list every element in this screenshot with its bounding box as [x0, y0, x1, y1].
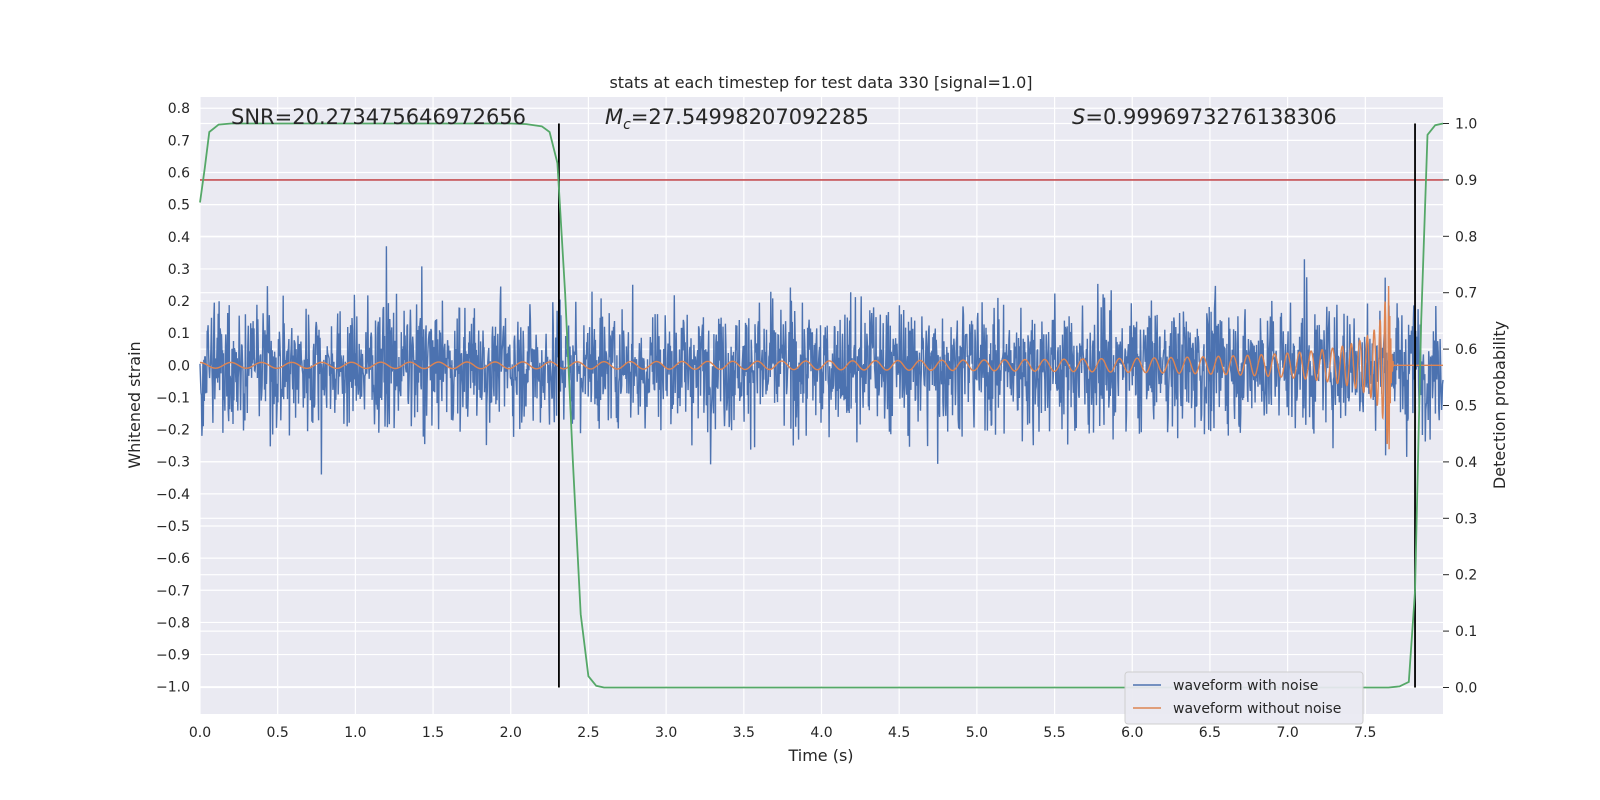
- y2-tick-label: 0.9: [1455, 173, 1477, 189]
- x-tick-label: 4.5: [888, 725, 910, 741]
- y-tick-label: −0.1: [156, 390, 190, 406]
- y-tick-label: −1.0: [156, 680, 190, 696]
- chart-title: stats at each timestep for test data 330…: [609, 73, 1032, 92]
- y2-tick-label: 0.3: [1455, 511, 1477, 527]
- x-tick-label: 0.5: [267, 725, 289, 741]
- y-tick-label: −0.3: [156, 455, 190, 471]
- y-tick-label: 0.4: [168, 230, 190, 246]
- y-tick-label: −0.4: [156, 487, 190, 503]
- y-tick-label: −0.7: [156, 583, 190, 599]
- y-tick-label: 0.7: [168, 133, 190, 149]
- y2-tick-label: 0.4: [1455, 455, 1477, 471]
- y-tick-label: 0.6: [168, 166, 190, 182]
- y-axis-ticks: −1.0 −0.9 −0.8 −0.7 −0.6 −0.5 −0.4 −0.3 −0.2 −0.1…: [156, 101, 190, 695]
- y-tick-label: 0.1: [168, 326, 190, 342]
- chirp-mass-symbol: M: [605, 105, 623, 129]
- y-tick-label: 0.5: [168, 198, 190, 214]
- x-tick-label: 1.0: [344, 725, 366, 741]
- y-tick-label: 0.2: [168, 294, 190, 310]
- y-tick-label: −0.8: [156, 615, 190, 631]
- chirp-mass-value: =27.54998207092285: [631, 105, 869, 129]
- statistic-value: =0.9996973276138306: [1085, 105, 1336, 129]
- y-tick-label: −0.5: [156, 519, 190, 535]
- x-tick-label: 4.0: [810, 725, 832, 741]
- x-tick-label: 3.5: [733, 725, 755, 741]
- legend-box: [1124, 671, 1364, 725]
- y-tick-label: 0.8: [168, 101, 190, 117]
- x-axis-ticks: 0.0 0.5 1.0 1.5 2.0 2.5 3.0 3.5 4.0 4.5 5.0 5.5 6.0 6…: [189, 725, 1377, 741]
- x-tick-label: 5.0: [966, 725, 988, 741]
- x-tick-label: 5.5: [1043, 725, 1065, 741]
- x-tick-label: 1.5: [422, 725, 444, 741]
- x-tick-label: 6.5: [1199, 725, 1221, 741]
- y2-axis-label: Detection probability: [1490, 321, 1509, 489]
- y2-axis-ticks: 0.0 0.1 0.2 0.3 0.4 0.5 0.6 0.7 0.8 0.9 1.0: [1443, 117, 1477, 696]
- plot-area: [199, 122, 1444, 689]
- legend-label-clean: waveform without noise: [1173, 701, 1341, 717]
- statistic-symbol: S: [1072, 105, 1085, 129]
- y2-tick-label: 0.7: [1455, 286, 1477, 302]
- x-tick-label: 7.5: [1354, 725, 1376, 741]
- x-tick-label: 2.5: [577, 725, 599, 741]
- x-tick-label: 0.0: [189, 725, 211, 741]
- y2-tick-label: 0.2: [1455, 568, 1477, 584]
- y-tick-label: −0.2: [156, 423, 190, 439]
- y-tick-label: 0.0: [168, 358, 190, 374]
- clean-waveform-line: [200, 285, 1443, 450]
- y-axis-label: Whitened strain: [125, 341, 144, 468]
- chirp-mass-subscript: c: [623, 117, 631, 133]
- y2-tick-label: 0.5: [1455, 399, 1477, 415]
- y2-tick-label: 1.0: [1455, 117, 1477, 133]
- y2-tick-label: 0.0: [1455, 680, 1477, 696]
- y2-tick-label: 0.1: [1455, 624, 1477, 640]
- x-tick-label: 3.0: [655, 725, 677, 741]
- y-tick-label: 0.3: [168, 262, 190, 278]
- snr-annotation: SNR=20.273475646972656: [231, 105, 526, 129]
- legend-label-noisy: waveform with noise: [1173, 678, 1318, 694]
- x-tick-label: 6.0: [1121, 725, 1143, 741]
- y2-tick-label: 0.6: [1455, 342, 1477, 358]
- legend: waveform with noise waveform without noi…: [1124, 671, 1364, 725]
- y2-tick-label: 0.8: [1455, 229, 1477, 245]
- y-tick-label: −0.6: [156, 551, 190, 567]
- x-axis-label: Time (s): [787, 746, 853, 765]
- chirp-mass-annotation: Mc=27.54998207092285: [605, 105, 869, 133]
- y-tick-label: −0.9: [156, 648, 190, 664]
- x-tick-label: 2.0: [500, 725, 522, 741]
- statistic-annotation: S=0.9996973276138306: [1072, 105, 1337, 129]
- detection-probability-line: [199, 122, 1444, 689]
- x-tick-label: 7.0: [1276, 725, 1298, 741]
